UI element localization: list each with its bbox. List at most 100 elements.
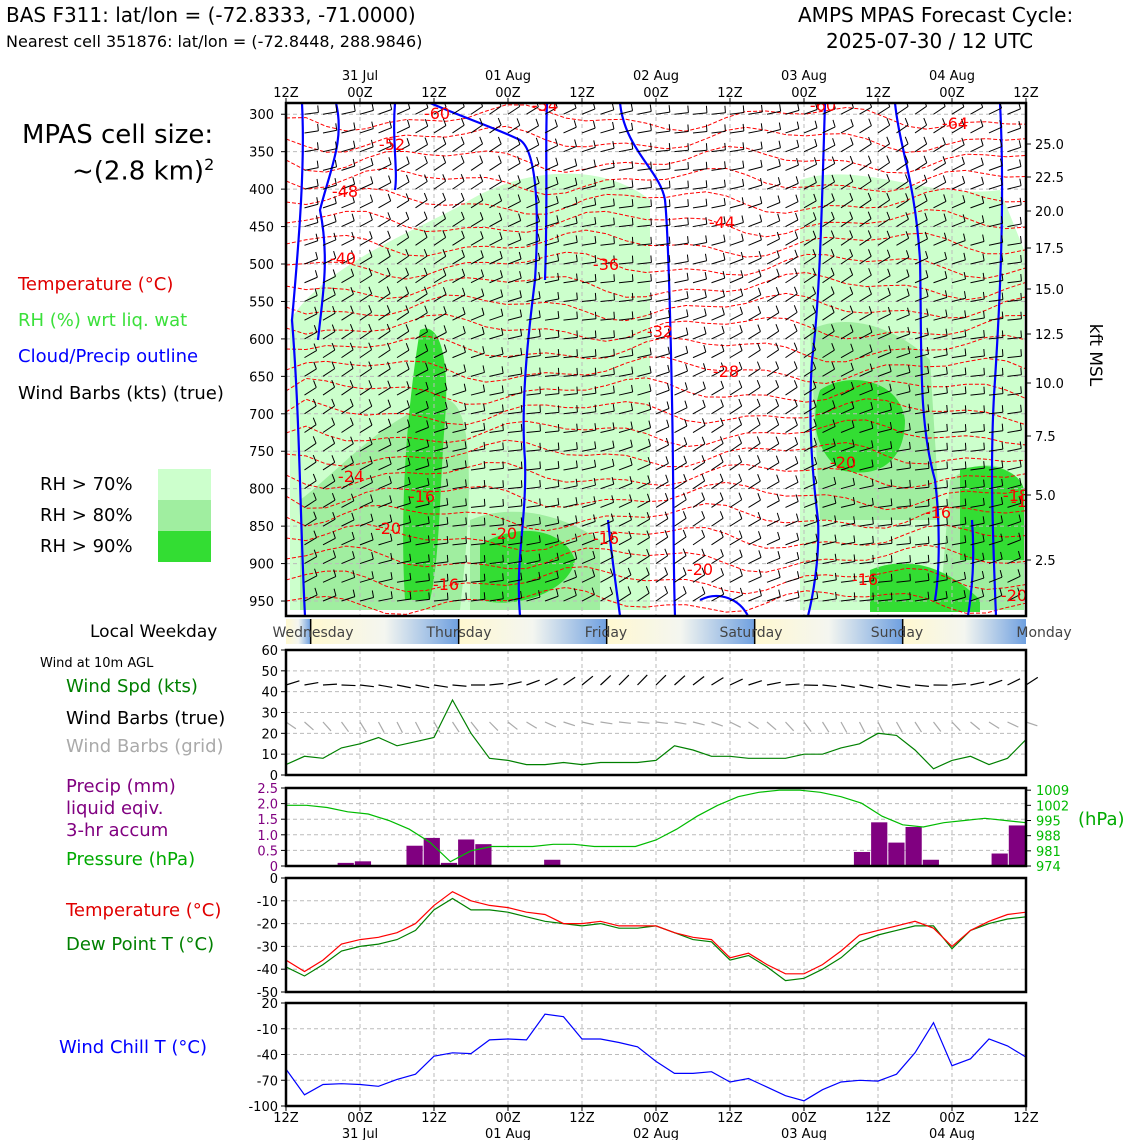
wind-barb-flag [906,269,910,277]
wind-barb [859,523,874,527]
wind-barb [470,598,485,602]
wind-barb [507,468,522,471]
wind-barb [692,536,705,546]
wind-barb-flag [609,568,614,576]
wind-barb [563,318,578,321]
wind-barb [859,351,873,359]
wind-barb [877,447,892,452]
wind-barb-flag [815,533,818,541]
wind-barb [933,220,947,228]
wind-barb [563,299,578,302]
wind-barb [896,180,909,190]
wind-barb-flag [907,307,910,315]
wind-barb [803,127,818,134]
wind-barb-true [655,674,667,686]
wind-barb [600,299,615,302]
rh-region-9 [870,563,980,612]
wind-barb-flag [981,176,984,185]
bottom-date-label: 02 Aug [633,1127,679,1140]
wind-barb-flag [650,255,652,263]
wind-barb-flag [702,381,706,389]
wind-barb [655,353,670,359]
wind-barb-flag [868,268,872,276]
wind-barb-flag [668,180,671,188]
wind-barb [674,574,687,583]
wind-barb-flag [927,480,930,488]
wind-barb-flag [1017,587,1021,595]
wind-barb [822,237,835,246]
wind-barb-grid [470,721,479,732]
wind-barb-true [859,684,874,689]
isotherm-label: -18 [1003,486,1029,505]
wind-barb [803,145,818,153]
wind-barb [618,428,633,433]
wind-barb-flag [538,571,541,580]
wind-barb [618,464,633,471]
top-time-label: 00Z [643,86,669,101]
precip-bar [544,859,561,866]
wind-barb-flag [759,214,763,222]
wind-barb [711,593,724,602]
wind-barb-flag [756,417,761,425]
wind-barb [600,428,615,434]
wind-barb-flag [831,156,836,164]
wind-barb [896,199,909,209]
wind-barb-flag [778,122,782,130]
wind-barb-flag [349,361,354,369]
wind-barb-flag [575,254,578,262]
wind-barb-flag [630,421,633,429]
wind-barb [581,146,596,153]
wind-barb [896,314,910,321]
wind-barb-flag [705,143,708,151]
wind-barb [711,574,724,583]
wind-barb-grid [821,721,830,733]
wind-barb [433,580,448,583]
wind-barb-flag [722,271,726,279]
wind-barb-flag [795,475,799,483]
wind-barb-flag [687,217,689,225]
wind-barb-flag [983,330,985,338]
wind-barb-flag [963,252,966,260]
wind-barb [877,428,892,434]
wind-barb-flag [442,268,447,276]
wind-barb [563,467,578,471]
wind-barb-flag [630,439,633,447]
wind-barb [322,239,337,246]
wind-barb [785,219,799,228]
wind-barb-grid [674,721,687,725]
wind-barb-flag [943,213,947,221]
wind-barb [988,411,1003,415]
wind-barb-flag [333,214,337,222]
wind-barb-flag [835,591,837,599]
wind-barb-flag [520,498,523,506]
ytick-label: -10 [257,1023,278,1038]
wind-barb-flag [316,197,319,205]
cycle-date: 2025-07-30 / 12 UTC [826,29,1034,53]
wind-barb [581,484,596,490]
wind-barb-flag [890,479,893,487]
wind-barb [729,461,742,471]
wind-barb [433,237,446,246]
wind-barb-flag [1019,159,1022,167]
wind-barb [970,126,984,134]
wind-barb-flag [445,421,448,429]
wind-barb [951,316,966,321]
wind-barb [600,186,615,190]
wind-barb [452,218,465,227]
wind-barb [396,330,410,340]
wind-barb-flag [631,236,634,244]
wind-barb-flag [814,138,818,147]
wind-barb-flag [942,156,947,164]
wind-barb [933,468,948,471]
wind-barb-flag [539,516,541,524]
wind-barb [711,241,726,246]
wind-barb [803,406,817,415]
wind-barb [618,593,632,602]
wind-barb-flag [665,474,669,482]
wind-barb-flag [371,103,374,111]
top-date-label: 31 Jul [342,69,378,84]
wind-barb [526,125,539,134]
wind-barb-flag [501,385,504,393]
wind-barb [304,331,318,340]
wind-barb [396,108,411,115]
